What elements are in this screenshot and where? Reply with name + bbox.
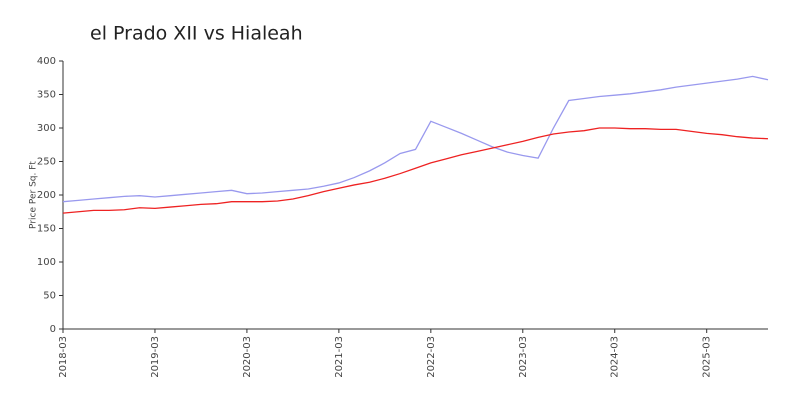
y-tick-label: 200 bbox=[37, 190, 56, 201]
x-tick-label: 2018-03 bbox=[58, 336, 69, 378]
x-tick-label: 2022-03 bbox=[426, 336, 437, 378]
y-tick-label: 400 bbox=[37, 56, 56, 67]
y-tick-label: 100 bbox=[37, 257, 56, 268]
x-tick-label: 2019-03 bbox=[150, 336, 161, 378]
y-tick-label: 350 bbox=[37, 90, 56, 101]
y-axis-label: Price Per Sq. Ft bbox=[29, 161, 39, 229]
x-tick-label: 2021-03 bbox=[334, 336, 345, 378]
series-line bbox=[62, 127, 769, 214]
x-tick-label: 2024-03 bbox=[610, 336, 621, 378]
y-tick-label: 150 bbox=[37, 224, 56, 235]
y-tick-label: 250 bbox=[37, 157, 56, 168]
y-tick-label: 300 bbox=[37, 123, 56, 134]
x-tick-label: 2020-03 bbox=[242, 336, 253, 378]
x-tick-label: 2025-03 bbox=[702, 336, 713, 378]
y-tick-label: 50 bbox=[43, 291, 56, 302]
x-tick-label: 2023-03 bbox=[518, 336, 529, 378]
chart-title: el Prado XII vs Hialeah bbox=[90, 23, 303, 45]
y-tick-label: 0 bbox=[50, 324, 56, 335]
series-line bbox=[62, 75, 769, 203]
